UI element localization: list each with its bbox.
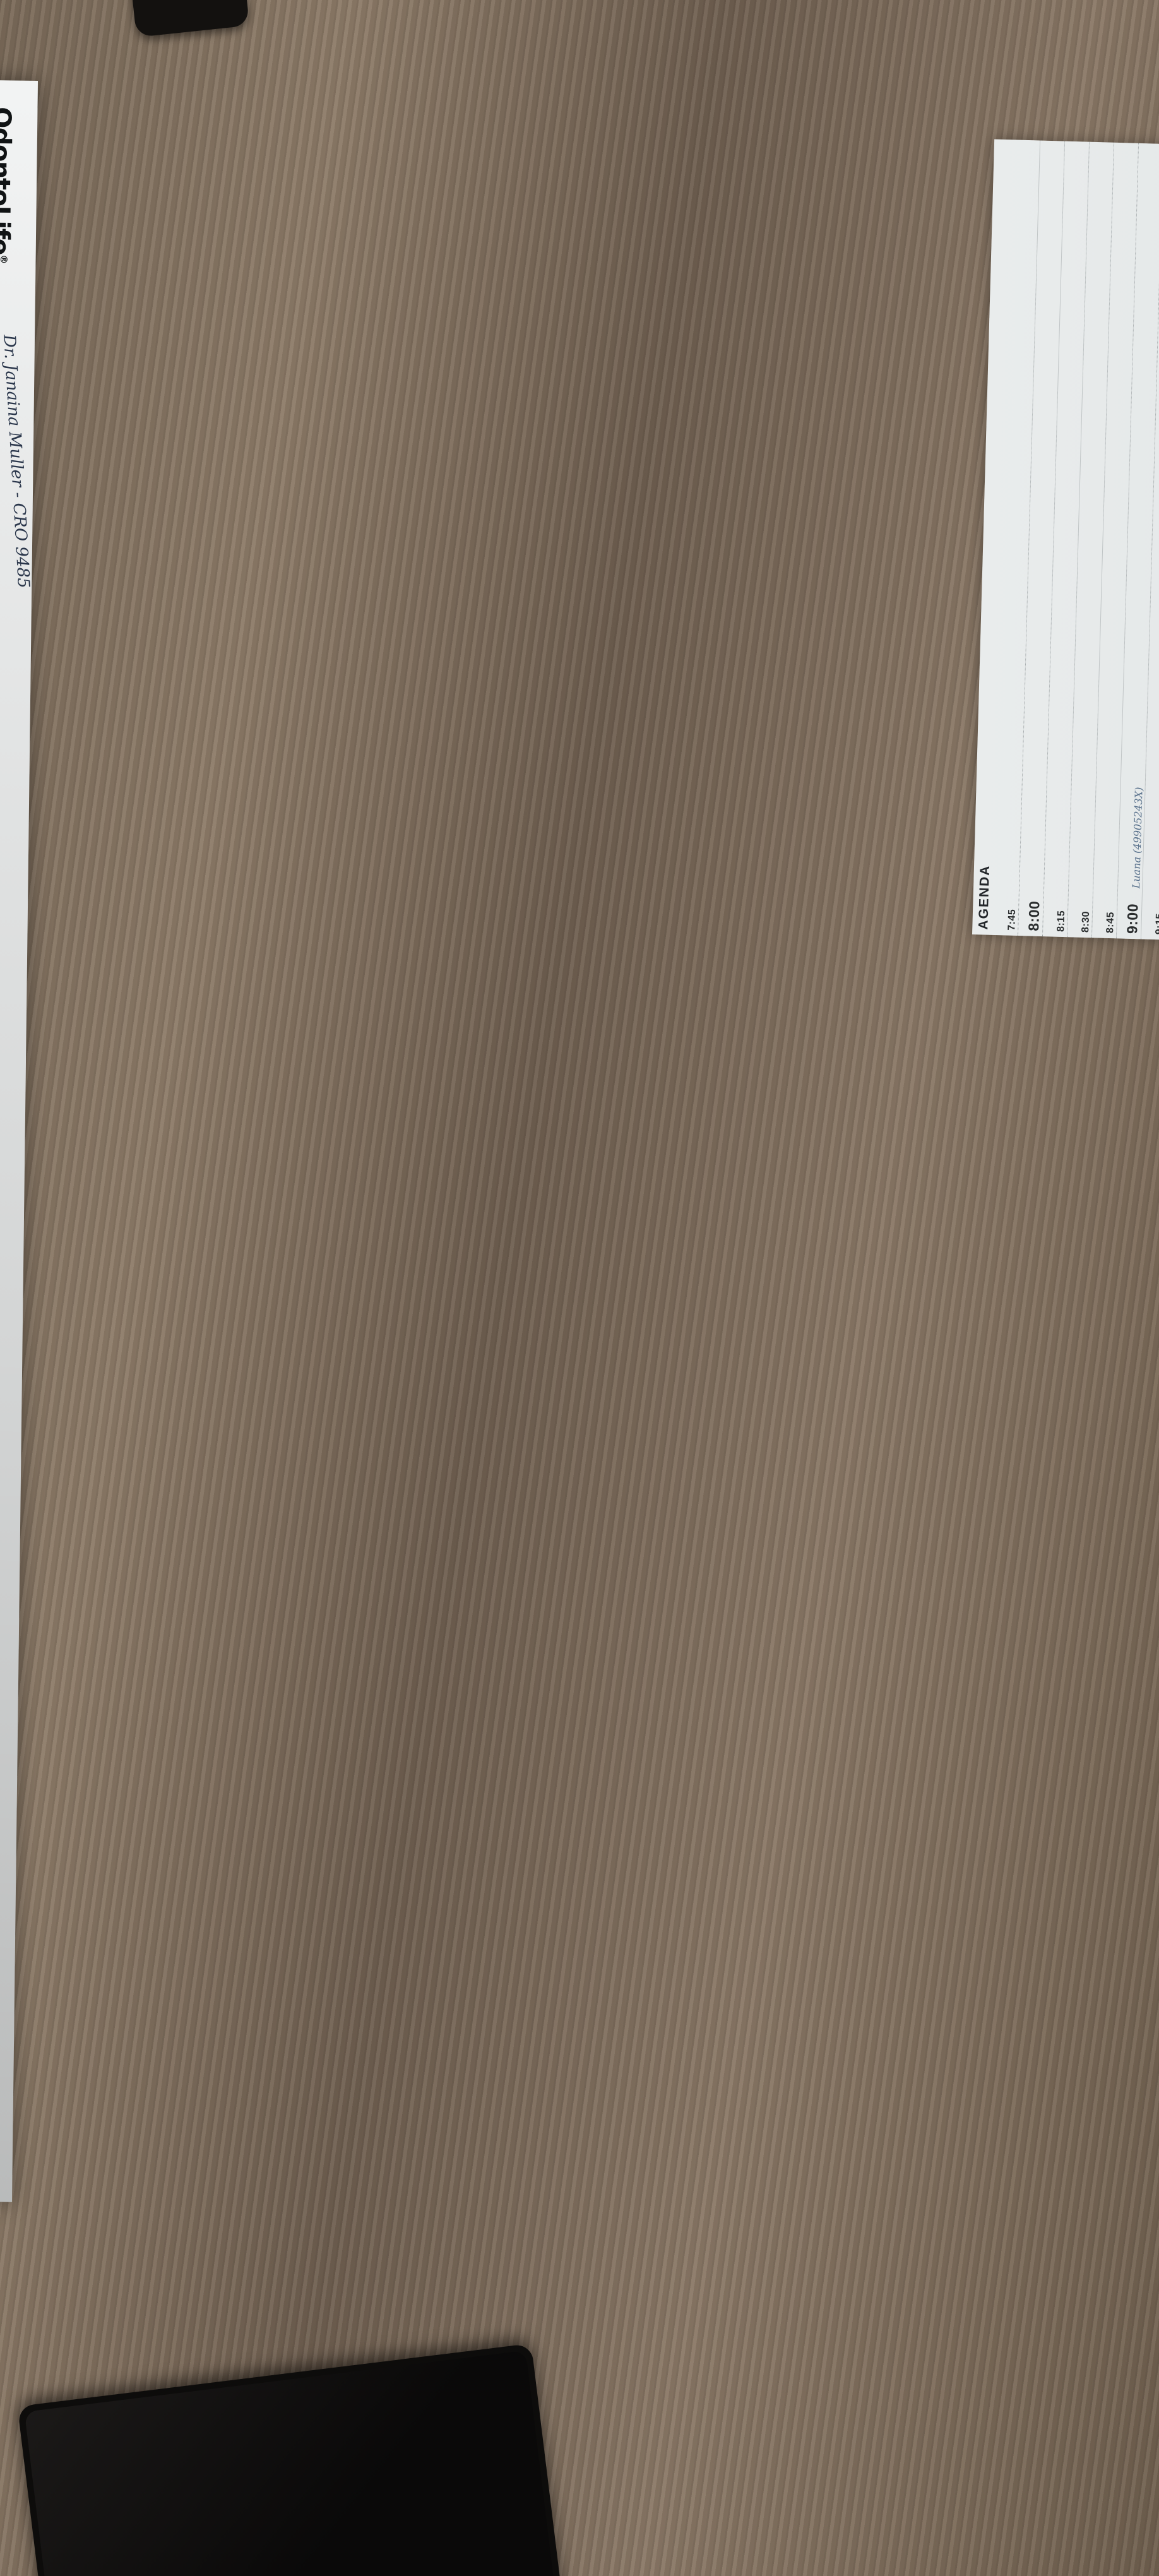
appointment-book: AGENDA 7:45 8:00 8:15 8:30 8:45 9:00 Luana (49…: [972, 139, 1159, 963]
agenda-time: 8:30: [1080, 910, 1092, 933]
agenda-time: 9:15: [1154, 913, 1159, 935]
margin-handwriting: Dr. Janaina Muller - CRO 9485: [0, 334, 33, 589]
form-body: OdontoLife® PLANOS ODONTOLOGICOS GUIA DE…: [0, 98, 33, 2176]
brand-name: OdontoLife: [0, 107, 16, 255]
agenda-time: 8:45: [1105, 911, 1117, 934]
dental-treatment-form-sheet: OdontoLife® PLANOS ODONTOLOGICOS GUIA DE…: [0, 71, 38, 2202]
registered-mark: ®: [0, 254, 9, 263]
agenda-rows: 7:45 8:00 8:15 8:30 8:45 9:00 Luana (49905243X…: [993, 140, 1159, 967]
agenda-time: 9:00: [1124, 903, 1141, 934]
agenda-time: 8:00: [1025, 900, 1043, 932]
phone-top-edge: [129, 0, 250, 38]
phone-bottom: [17, 2343, 564, 2576]
agenda-time: 8:15: [1055, 910, 1067, 933]
agenda-time: 7:45: [1006, 909, 1018, 931]
odontolife-logo: OdontoLife®: [0, 107, 16, 263]
